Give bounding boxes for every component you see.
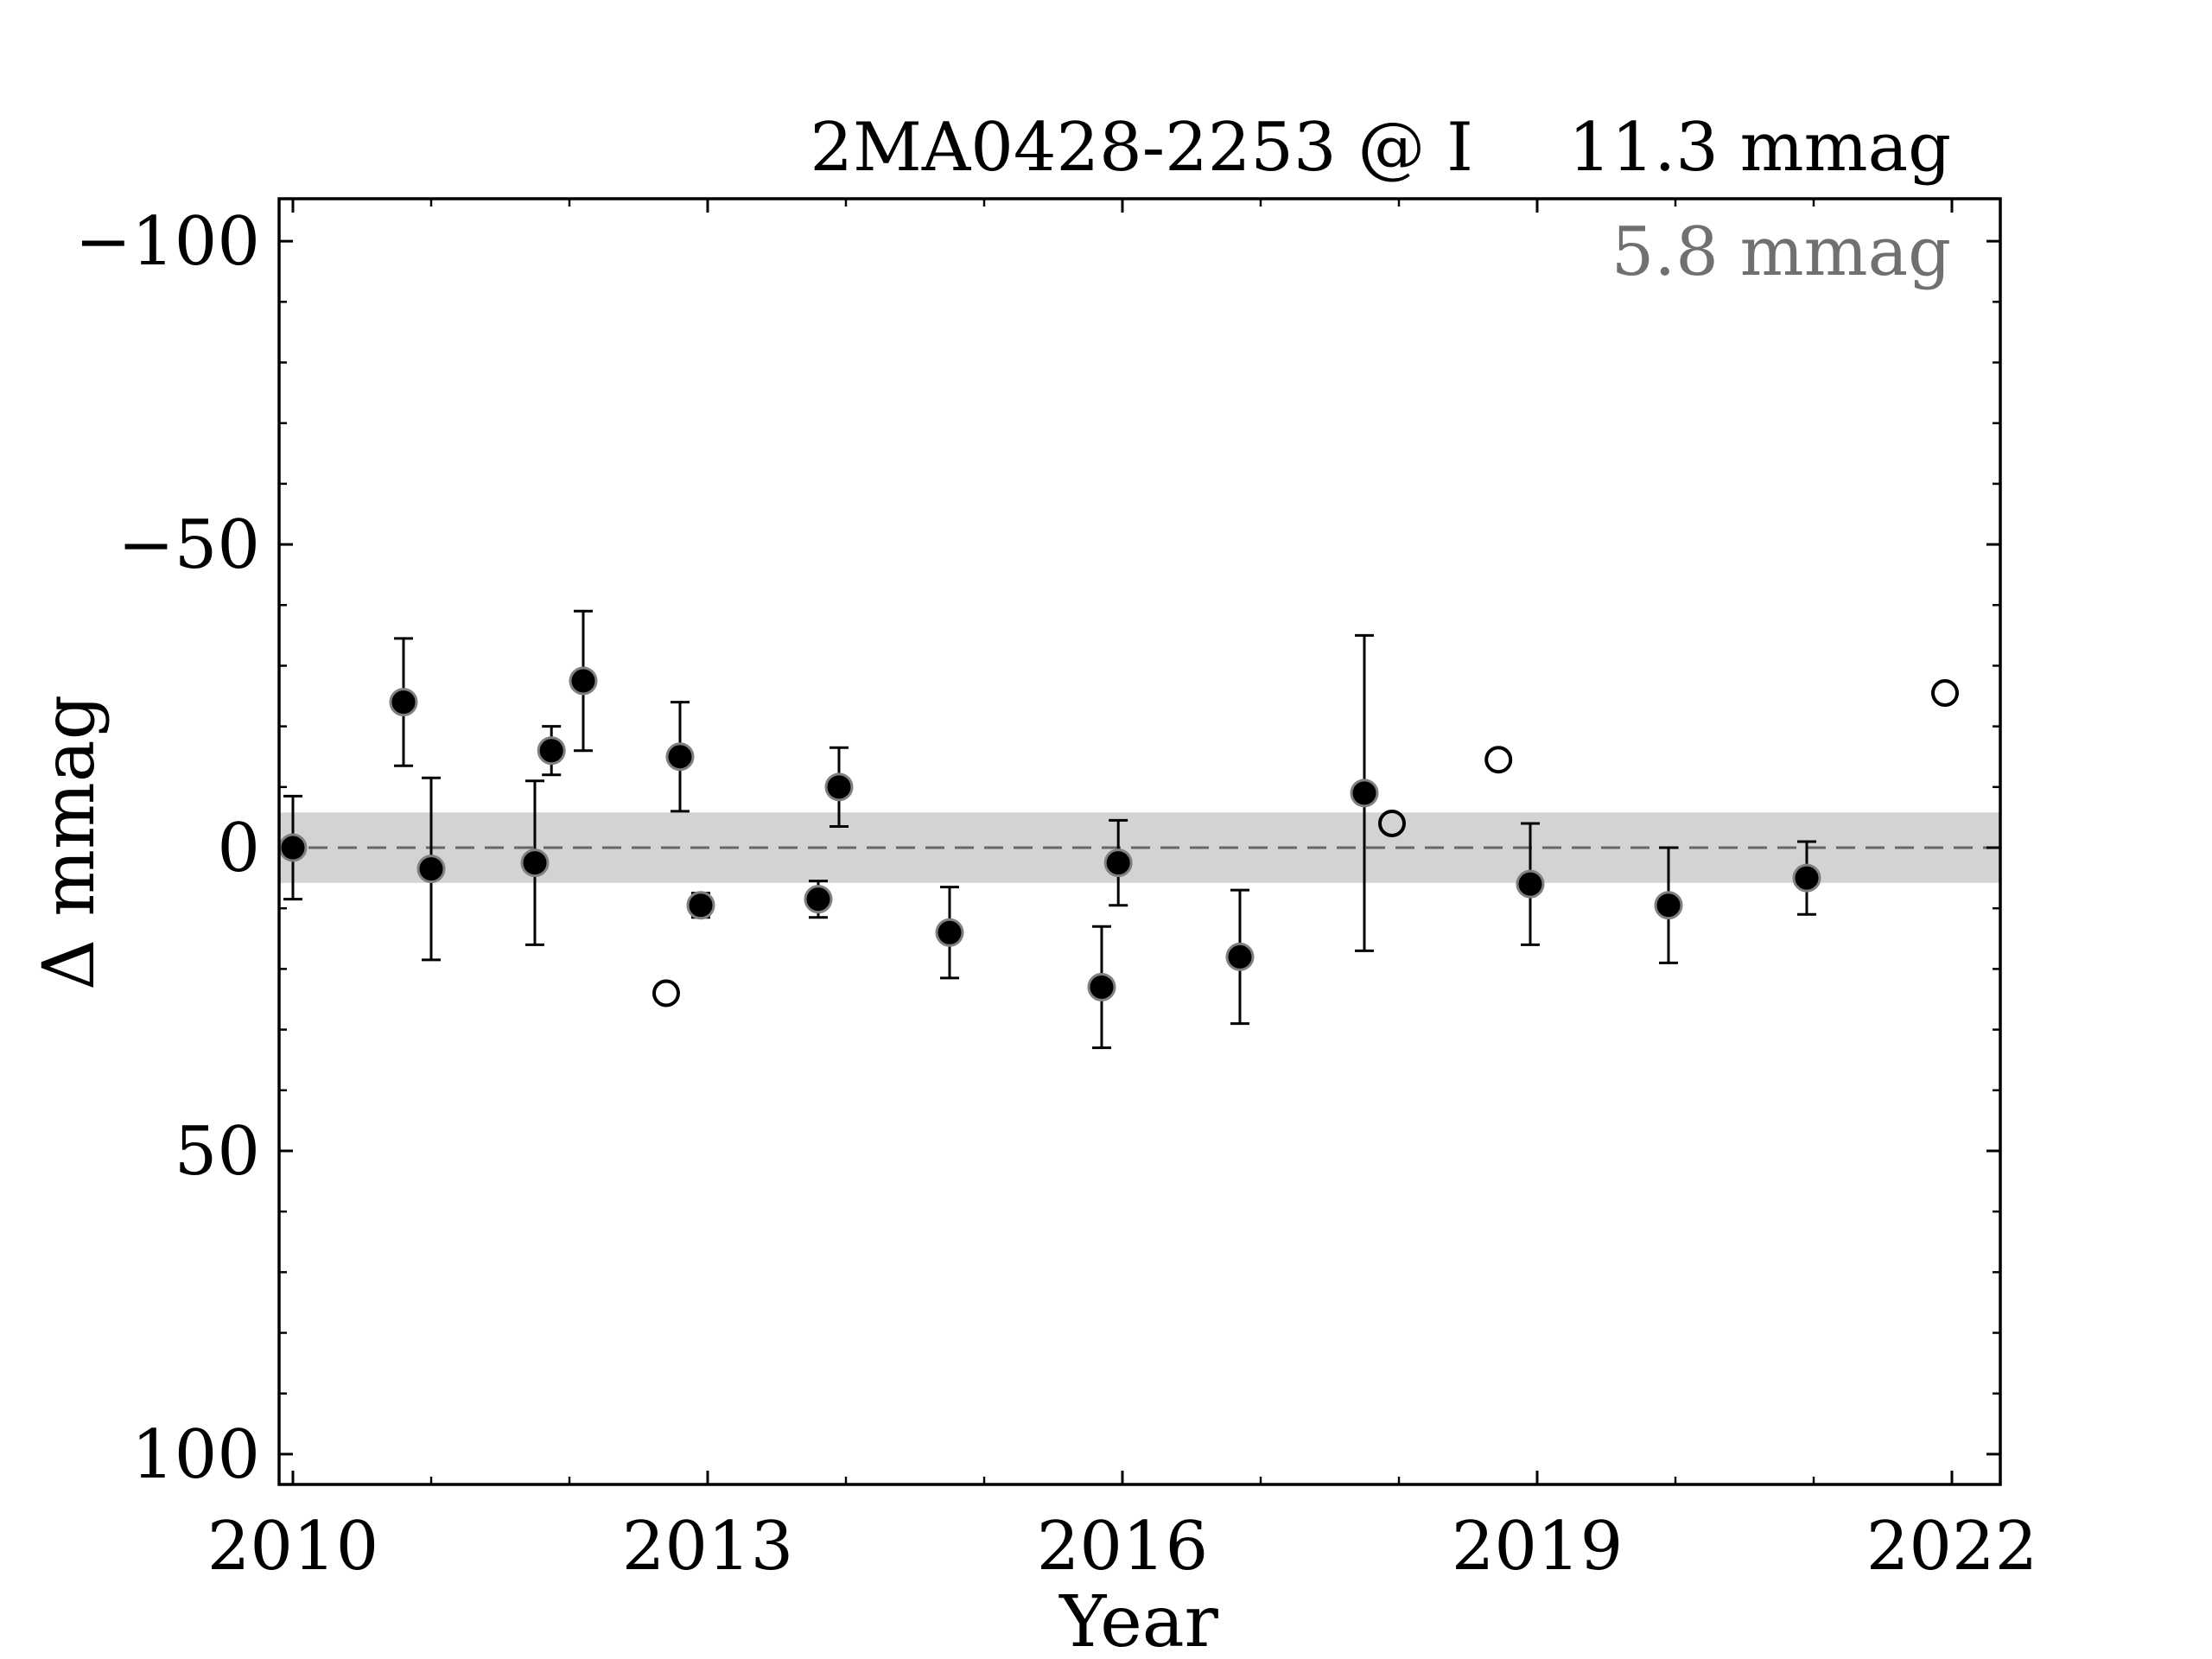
data-point: [1087, 972, 1116, 1001]
data-point: [665, 742, 695, 772]
open-data-point: [1931, 679, 1959, 708]
tick-labels-layer: 2010 2013 2016 2019 2022 −100 −50 0 50 100: [75, 203, 2037, 1586]
tick-marks-layer: [279, 199, 2000, 1484]
data-point: [569, 666, 598, 696]
data-point: [1350, 779, 1379, 808]
rms-main-annotation: 11.3 mmag: [1568, 109, 1951, 187]
data-point: [824, 772, 854, 802]
data-point: [278, 833, 308, 862]
y-tick-label: 0: [217, 810, 260, 887]
data-point: [1103, 849, 1133, 878]
y-tick-label: −100: [75, 203, 260, 281]
y-axis-title: Δ mmag: [29, 695, 111, 990]
x-tick-label: 2010: [207, 1508, 379, 1586]
data-point: [1792, 863, 1821, 893]
x-tick-label: 2013: [622, 1508, 794, 1586]
data-layer: [278, 609, 1959, 1050]
y-tick-label: −50: [118, 506, 260, 584]
y-tick-label: 100: [131, 1416, 260, 1494]
x-tick-label: 2019: [1452, 1508, 1624, 1586]
data-point: [537, 736, 566, 766]
data-point: [416, 855, 446, 884]
data-point: [1516, 869, 1545, 899]
rms-secondary-annotation: 5.8 mmag: [1611, 213, 1951, 291]
data-point: [1225, 942, 1255, 971]
data-point: [1654, 891, 1683, 920]
data-point: [520, 849, 550, 878]
data-point: [686, 891, 715, 920]
plot-frame: [277, 197, 2002, 1486]
open-data-point: [1378, 809, 1406, 837]
x-tick-label: 2016: [1037, 1508, 1209, 1586]
chart-title: 2MA0428-2253 @ I: [810, 109, 1473, 187]
data-point: [935, 918, 964, 947]
open-data-point: [652, 979, 680, 1007]
open-data-point: [1484, 746, 1513, 774]
data-point: [804, 885, 833, 914]
y-tick-label: 50: [175, 1113, 260, 1191]
x-axis-title: Year: [1058, 1581, 1218, 1659]
data-point: [389, 688, 418, 717]
x-tick-label: 2022: [1866, 1508, 2038, 1586]
